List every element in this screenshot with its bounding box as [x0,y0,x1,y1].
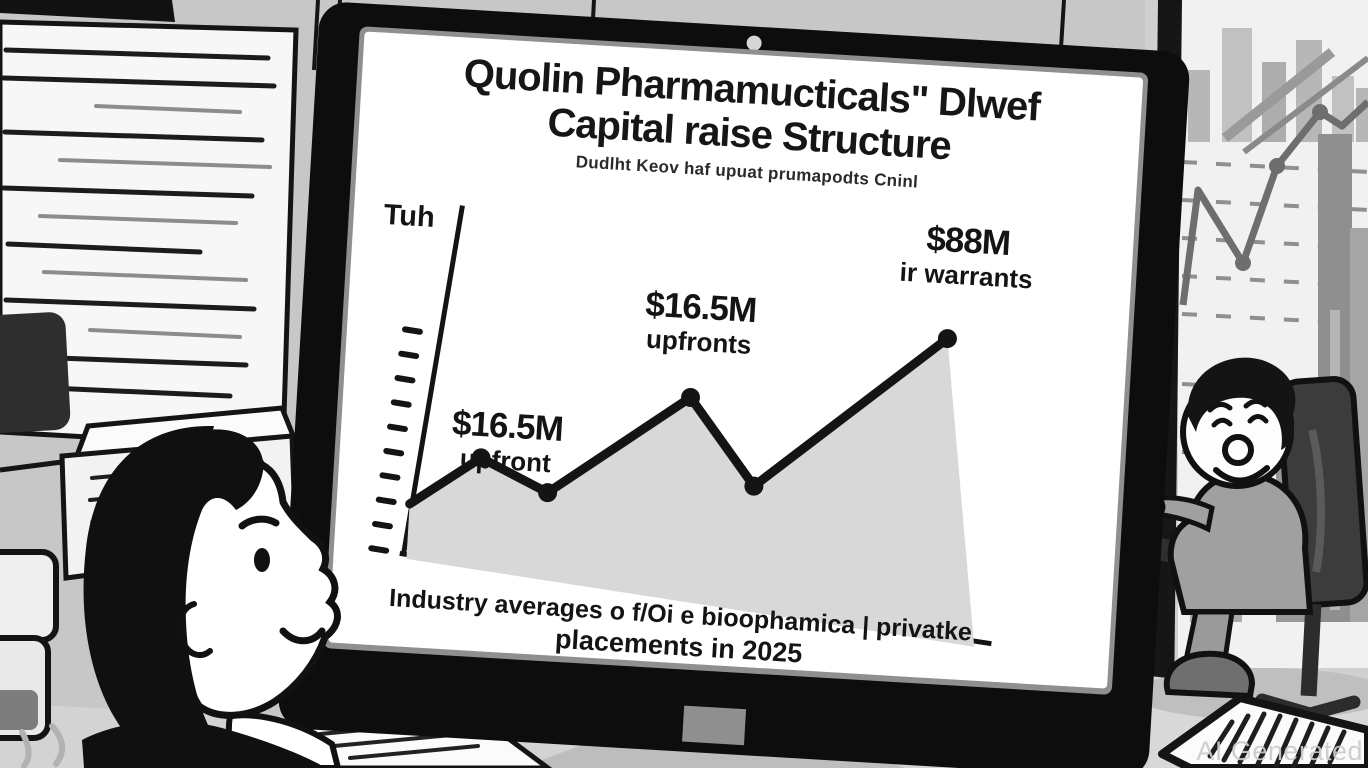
capital-raise-chart [368,205,992,647]
viewer-shoulder [82,721,326,768]
monitor-screen: Quolin Pharmamucticals" Dlwef Capital ra… [328,31,1144,689]
desk-paper-right [1158,694,1368,768]
whiteboard [0,19,299,451]
coworker-face [1207,398,1270,484]
coworker-person [1123,357,1314,700]
viewer-person [82,425,342,768]
coworker-shoe [1163,650,1256,700]
ai-generated-watermark: AI Generated [1196,736,1363,766]
wall-banner [0,0,175,22]
annotation-upfronts: $16.5M upfronts [596,284,804,361]
viewer-smile [279,627,326,645]
viewer-ear [176,601,213,659]
viewer-face-lines [176,515,326,659]
coworker-hair [1187,357,1296,450]
annotation-upfront: $16.5M upfront [403,403,611,480]
office-chair-left [0,312,71,434]
coworker-nose [1222,434,1254,466]
monitor-stand-mount [682,705,747,746]
annotation-warrants: $88M ir warrants [861,217,1074,295]
viewer-eyebrow [238,515,280,530]
coffee-cups [0,549,59,741]
monitor: Quolin Pharmamucticals" Dlwef Capital ra… [277,0,1191,768]
viewer-hair-front [92,429,264,762]
poster-line-chart [1179,48,1368,306]
desk-scribbles [19,723,65,768]
viewer-eye [254,548,270,572]
paper-scribbles [1207,711,1347,768]
